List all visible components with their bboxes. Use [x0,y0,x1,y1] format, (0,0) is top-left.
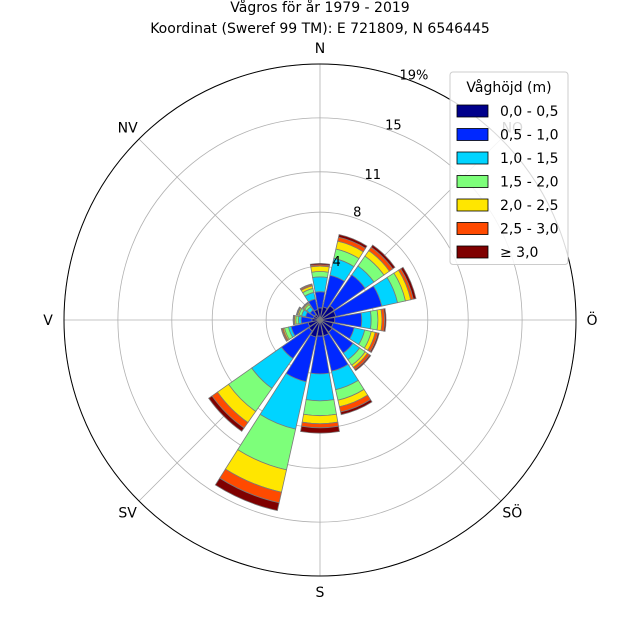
rose-bar-segment [214,477,280,512]
rose-bar-segment [311,271,329,278]
rose-bar-segment [340,399,373,416]
direction-label: N [315,41,325,57]
radial-tick-label: 8 [353,205,361,220]
rose-bar-segment [309,263,331,267]
radial-tick-label: 4 [332,255,340,270]
rose-bar-segment [338,234,368,249]
chart-title: Vågros för år 1979 - 2019 [230,0,409,16]
rose-bar-segment [354,354,372,372]
direction-label: S [316,585,325,601]
direction-label: SÖ [502,503,522,521]
rose-bar-segment [292,314,295,326]
direction-label: Ö [586,311,597,329]
wind-rose-bars [208,234,417,512]
legend-entries: 0,0 - 0,5 0,5 - 1,0 1,0 - 1,5 1,5 - 2,0 2,0 … [456,104,558,261]
rose-bar-segment [280,328,288,342]
legend-swatch [456,175,489,188]
legend-label: ≥ 3,0 [500,245,538,261]
rose-bar-segment [305,372,335,402]
direction-label: SV [118,505,137,521]
rose-bar-segment [303,399,337,417]
legend-label: 0,0 - 0,5 [500,104,558,120]
legend-swatch [456,151,489,165]
rose-bar-segment [299,283,313,290]
legend-label: 0,5 - 1,0 [500,128,558,144]
legend-swatch [456,128,489,141]
rose-bar-segment [369,332,380,354]
rose-bar-segment [369,309,379,331]
legend-swatch [456,222,489,235]
direction-label: NV [118,121,138,137]
legend-label: 2,5 - 3,0 [500,222,558,238]
direction-label: V [43,313,53,329]
rose-bar-segment [360,310,372,330]
rose-bar-segment [400,266,417,300]
legend: Våghöjd (m) 0,0 - 0,5 0,5 - 1,0 1,0 - 1,5 1… [449,71,569,265]
legend-swatch [456,198,489,212]
grid-spoke [138,138,321,321]
legend-label: 2,0 - 2,5 [500,198,558,214]
legend-label: 1,0 - 1,5 [500,151,558,167]
polar-axis [63,63,577,577]
rose-bar-segment [300,425,340,434]
radial-tick-labels: 4 8 11 15 19% [332,68,428,270]
rose-bar-segment [301,413,339,425]
rose-bar-segment [370,244,396,270]
legend-swatch [456,245,489,259]
rose-bar-segment [312,276,328,293]
legend-swatch [456,104,489,118]
polar-frame [63,63,577,577]
radial-tick-label: 15 [385,118,402,133]
rose-bar-segment [310,265,330,273]
legend-title: Våghöjd (m) [466,79,551,96]
rose-bar-segment [208,395,245,432]
chart-subtitle: Koordinat (Sweref 99 TM): E 721809, N 65… [150,21,490,37]
rose-bar-segment [295,306,301,316]
legend-box [449,71,569,265]
radial-tick-label: 11 [364,168,381,183]
radial-tick-label: 19% [400,68,429,83]
legend-label: 1,5 - 2,0 [500,175,558,191]
rose-bar-segment [301,301,309,309]
rose-bar-segment [383,308,387,332]
